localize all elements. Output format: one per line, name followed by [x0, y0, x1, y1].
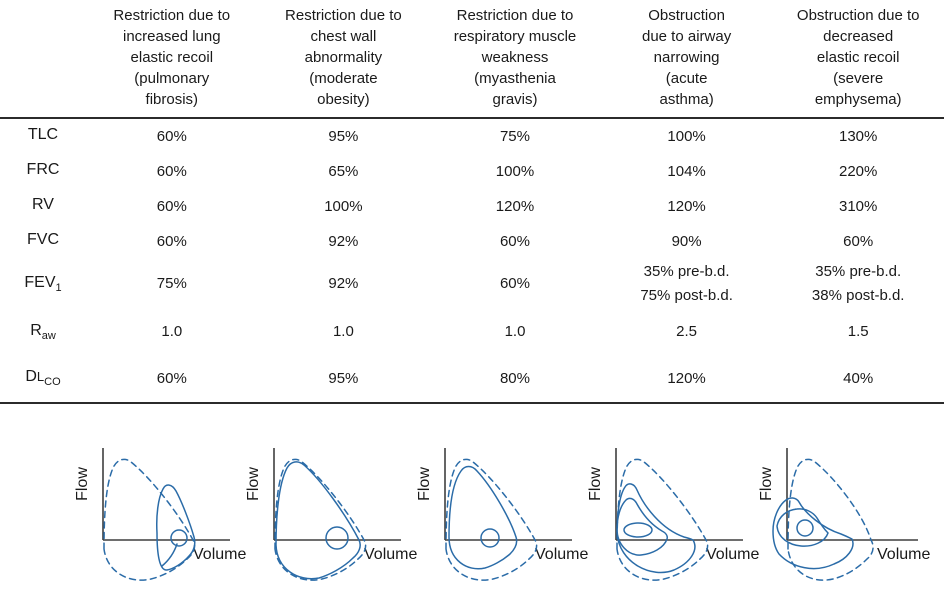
flow-volume-loop-emphysema: Flow Volume — [758, 448, 930, 581]
tidal-loop — [796, 519, 814, 537]
column-header-obesity: Restriction due to chest wall abnormalit… — [285, 7, 402, 108]
value-cell: 75% — [499, 127, 530, 145]
flow-axis-label: Flow — [758, 467, 775, 501]
column-header-fibrosis: Restriction due to increased lung elasti… — [113, 7, 231, 108]
table-row-fev1: FEV1 75% 92% 60% 35% pre-b.d. 75% post-b… — [0, 259, 944, 309]
value-cell: 80% — [499, 369, 530, 387]
value-cell: 35% pre-b.d. 38% post-b.d. — [811, 263, 905, 304]
normal-loop-dashed — [787, 458, 874, 581]
flow-axis-label: Flow — [245, 467, 262, 501]
patient-inner-loop — [616, 497, 668, 556]
flow-volume-loop-panels: Flow Volume Flow Volume Flow Volume — [0, 430, 944, 587]
flow-axis-label: Flow — [587, 467, 604, 501]
table-row-frc: FRC 60% 65% 100% 104% 220% — [0, 154, 944, 189]
value-cell: 104% — [667, 162, 706, 180]
flow-axis-label: Flow — [74, 467, 91, 501]
value-cell: 1.5 — [847, 323, 869, 340]
flow-volume-loop-asthma: Flow Volume — [587, 448, 759, 581]
value-cell: 2.5 — [676, 323, 698, 340]
value-cell: 92% — [328, 232, 359, 250]
normal-loop-dashed — [445, 458, 538, 581]
value-cell: 60% — [499, 232, 530, 250]
flow-axis-label: Flow — [416, 467, 433, 501]
value-cell: 1.0 — [504, 323, 526, 340]
flow-volume-loop-myasthenia: Flow Volume — [416, 448, 588, 581]
value-cell: 120% — [667, 197, 706, 215]
row-label-frc: FRC — [26, 161, 60, 179]
patient-loop — [275, 461, 361, 580]
tidal-loop — [325, 526, 349, 550]
row-label-raw: Raw — [30, 321, 56, 343]
corner-cell — [0, 5, 86, 110]
flow-volume-loop-fibrosis: Flow Volume — [74, 448, 246, 581]
value-cell: 100% — [324, 197, 363, 215]
value-cell: 100% — [495, 162, 535, 180]
patient-loop — [156, 484, 196, 571]
value-cell: 60% — [843, 232, 874, 250]
tidal-loop — [170, 529, 188, 547]
value-cell: 65% — [328, 162, 359, 180]
value-cell: 120% — [495, 197, 535, 215]
value-cell: 92% — [328, 275, 359, 292]
patient-inner-loop — [776, 508, 829, 547]
table-row-tlc: TLC 60% 95% 75% 100% 130% — [0, 119, 944, 154]
value-cell: 75% — [156, 275, 187, 292]
volume-axis-label: Volume — [364, 546, 417, 563]
value-cell: 310% — [839, 197, 878, 215]
tidal-loop — [480, 528, 500, 548]
table-row-dlco: DLCO 60% 95% 80% 120% 40% — [0, 355, 944, 402]
value-cell: 95% — [328, 127, 359, 145]
value-cell: 120% — [667, 369, 706, 387]
table-header-row: Restriction due to increased lung elasti… — [0, 0, 944, 117]
row-label-dlco: DLCO — [25, 368, 61, 389]
patient-loop — [772, 497, 854, 570]
value-cell: 60% — [156, 197, 187, 215]
flow-volume-loop-obesity: Flow Volume — [245, 448, 417, 581]
volume-axis-label: Volume — [706, 546, 759, 563]
value-cell: 60% — [156, 127, 187, 145]
row-label-fvc: FVC — [27, 231, 59, 249]
patient-loop — [616, 483, 696, 574]
normal-loop-dashed — [103, 458, 196, 581]
volume-axis-label: Volume — [193, 546, 246, 563]
value-cell: 95% — [328, 369, 359, 387]
value-cell: 1.0 — [332, 323, 354, 340]
value-cell: 220% — [839, 162, 878, 180]
patient-loop — [448, 465, 518, 570]
volume-axis-label: Volume — [535, 546, 588, 563]
value-cell: 60% — [156, 232, 187, 250]
value-cell: 1.0 — [161, 323, 183, 340]
tidal-loop — [623, 522, 653, 538]
table-body: TLC 60% 95% 75% 100% 130% FRC 60% 65% 10… — [0, 117, 944, 404]
normal-loop-dashed — [616, 458, 709, 581]
value-cell: 35% pre-b.d. 75% post-b.d. — [640, 263, 733, 304]
row-label-tlc: TLC — [27, 126, 59, 144]
column-header-emphysema: Obstruction due to decreased elastic rec… — [796, 7, 920, 108]
patient-inner-limb — [161, 543, 178, 567]
value-cell: 60% — [156, 162, 187, 180]
volume-axis-label: Volume — [877, 546, 930, 563]
value-cell: 100% — [667, 127, 706, 145]
column-header-myasthenia: Restriction due to respiratory muscle we… — [453, 7, 577, 108]
value-cell: 60% — [499, 275, 530, 292]
column-header-asthma: Obstruction due to airway narrowing (acu… — [641, 7, 732, 108]
value-cell: 40% — [843, 369, 874, 387]
value-cell: 60% — [156, 369, 187, 387]
value-cell: 130% — [839, 127, 878, 145]
table-row-rv: RV 60% 100% 120% 120% 310% — [0, 189, 944, 224]
normal-loop-dashed — [274, 458, 367, 581]
value-cell: 90% — [671, 232, 702, 250]
row-label-rv: RV — [32, 196, 54, 214]
row-label-fev1: FEV1 — [24, 273, 62, 295]
table-row-raw: Raw 1.0 1.0 1.0 2.5 1.5 — [0, 309, 944, 355]
table-row-fvc: FVC 60% 92% 60% 90% 60% — [0, 224, 944, 259]
